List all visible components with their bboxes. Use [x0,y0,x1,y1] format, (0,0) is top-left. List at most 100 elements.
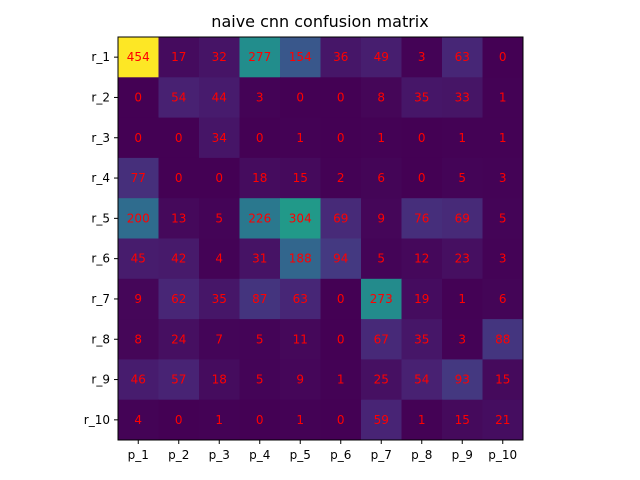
cell-value-label: 277 [248,50,271,64]
heatmap-cell [442,399,483,441]
cell-value-label: 0 [134,131,142,145]
heatmap-cell [401,399,443,441]
cell-value-label: 0 [215,171,223,185]
heatmap-cell [361,37,402,78]
cell-value-label: 5 [256,373,264,387]
cell-value-label: 1 [458,292,466,306]
heatmap-cell [482,319,524,360]
heatmap-cell [442,117,483,159]
cell-value-label: 18 [212,373,227,387]
cell-value-label: 25 [374,373,389,387]
cell-value-label: 226 [248,211,271,225]
heatmap-cell [118,319,159,360]
cell-value-label: 15 [293,171,308,185]
cell-value-label: 36 [333,50,348,64]
heatmap-cell [442,319,483,360]
heatmap-cells [118,37,524,441]
heatmap-cell [401,77,443,119]
cell-value-label: 33 [455,90,470,104]
cell-value-label: 0 [256,413,264,427]
heatmap-cell [118,77,159,119]
heatmap-cell [158,399,200,441]
heatmap-cell [442,77,483,119]
heatmap-cell [239,198,281,239]
cell-value-label: 454 [127,50,150,64]
x-tick-label: p_7 [371,448,392,462]
cell-value-label: 1 [296,131,304,145]
cell-value-label: 1 [458,131,466,145]
cell-value-label: 12 [414,252,429,266]
cell-value-label: 4 [215,252,223,266]
heatmap-cell [158,278,200,320]
heatmap-cell [401,278,443,320]
cell-value-label: 0 [134,90,142,104]
heatmap-cell [442,238,483,280]
cell-value-label: 35 [212,292,227,306]
cell-value-label: 1 [337,373,345,387]
heatmap-cell [239,157,281,199]
cell-value-label: 5 [215,211,223,225]
x-tick-label: p_2 [168,448,189,462]
heatmap-cell [482,157,524,199]
cell-value-label: 6 [377,171,385,185]
heatmap-cell [239,117,281,159]
heatmap-cell [320,77,362,119]
x-tick-label: p_10 [488,448,517,462]
cell-value-label: 0 [175,171,183,185]
heatmap-cell [280,319,321,360]
heatmap-cell [118,198,159,239]
cell-value-label: 44 [212,90,227,104]
cell-value-label: 2 [337,171,345,185]
heatmap-cell [482,278,524,320]
cell-value-label: 5 [256,332,264,346]
heatmap-cell [239,359,281,401]
heatmap-cell [442,37,483,78]
x-tick-label: p_6 [330,448,351,462]
y-tick-label: r_5 [91,211,110,225]
heatmap-cell [320,117,362,159]
cell-value-label: 88 [495,332,510,346]
heatmap-cell [442,359,483,401]
y-tick-label: r_1 [91,50,110,64]
y-axis-ticks: r_1 r_2 r_3 r_4 r_5 r_6 r_7 r_8 r_9 r_10 [84,50,118,427]
heatmap-cell [320,238,362,280]
heatmap-cell [239,319,281,360]
cell-value-label: 46 [131,373,146,387]
heatmap-cell [199,359,240,401]
cell-value-label: 23 [455,252,470,266]
heatmap-cell [118,157,159,199]
heatmap-cell [401,157,443,199]
cell-value-label: 1 [499,90,507,104]
heatmap-cell [118,37,159,78]
heatmap-cell [280,77,321,119]
x-tick-label: p_1 [128,448,149,462]
heatmap-cell [320,359,362,401]
heatmap-cell [239,278,281,320]
heatmap-cell [442,198,483,239]
heatmap-cell [158,319,200,360]
heatmap-cell [199,37,240,78]
heatmap-cell [118,117,159,159]
heatmap-cell [320,198,362,239]
cell-value-label: 54 [414,373,429,387]
cell-value-label: 15 [495,373,510,387]
heatmap-cell [280,359,321,401]
cell-value-label: 35 [414,332,429,346]
heatmap-cell [361,319,402,360]
heatmap-cell [320,399,362,441]
cell-value-label: 42 [171,252,186,266]
cell-value-label: 154 [289,50,312,64]
cell-value-label: 0 [337,292,345,306]
cell-value-label: 5 [499,211,507,225]
plot-frame [117,36,524,441]
heatmap-cell [482,37,524,78]
cell-value-label: 1 [418,413,426,427]
heatmap-cell [482,399,524,441]
cell-value-label: 0 [499,50,507,64]
heatmap-cell [199,399,240,441]
cell-value-label: 9 [134,292,142,306]
heatmap-cell [280,399,321,441]
cell-value-label: 32 [212,50,227,64]
y-tick-label: r_9 [91,373,110,387]
cell-value-label: 11 [293,332,308,346]
